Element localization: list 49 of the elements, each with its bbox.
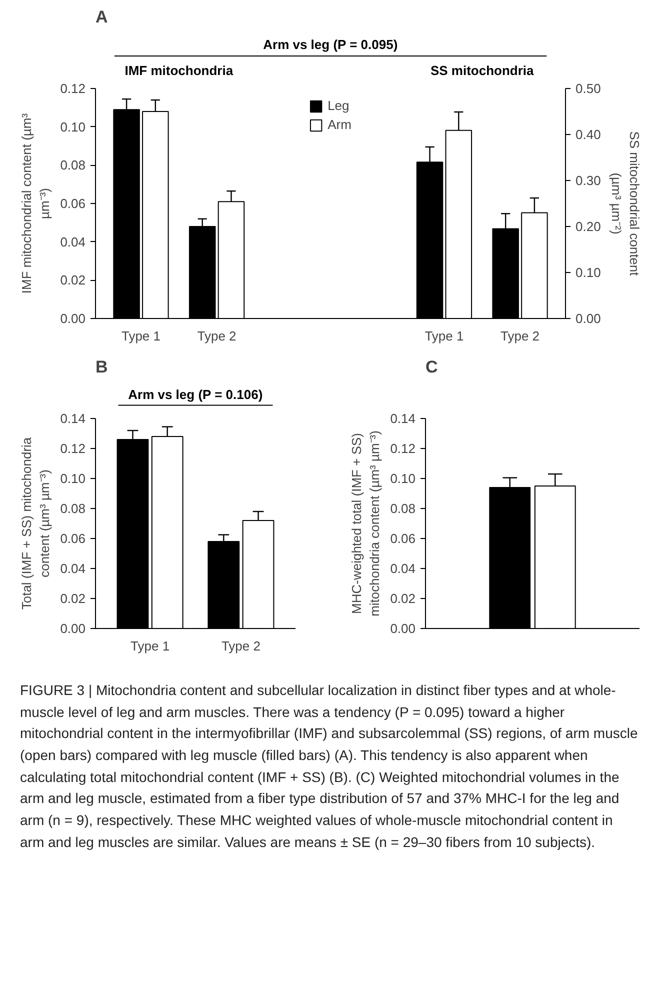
y-tick-label: 0.02 [60,591,86,606]
y-tick-label: 0.02 [60,272,86,288]
y-tick-label: 0.10 [390,471,416,486]
y-tick-label: 0.00 [60,311,86,326]
legend-label: Arm [328,117,352,132]
y-axis-title: IMF mitochondrial content (µm³ µm⁻³) [19,112,52,294]
chart-title: B [96,358,108,376]
y-tick-label: 0.00 [390,621,416,636]
y-tick-label: 0.06 [60,531,86,546]
text: Arm vs leg (P = 0.095) [263,37,398,52]
y-tick-label: 0.06 [390,531,416,546]
y2-tick-label: 0.10 [576,265,601,280]
y-tick-label: 0.04 [60,234,86,250]
y-tick-label: 0.10 [60,119,86,134]
y2-axis-title: SS mitochondrial content (µm³ µm⁻²) [608,131,642,276]
y2-tick-label: 0.50 [576,81,601,96]
y-tick-label: 0.12 [60,81,86,96]
y-tick-label: 0.08 [60,158,86,173]
chart-title: C [426,358,438,376]
y-axis-title: MHC-weighted total (IMF + SS) mitochondria content (µm³ µm⁻³) [349,430,382,616]
y-tick-label: 0.12 [60,441,86,456]
y-tick-label: 0.12 [390,441,416,456]
y2-tick-label: 0.30 [576,173,601,188]
x-tick-label: Type 1 [424,328,464,344]
text: SS mitochondria [430,63,535,78]
y-tick-label: 0.08 [60,501,86,516]
y-tick-label: 0.08 [390,501,416,516]
caption: FIGURE 3 | Mitochondria content and subcellular localization in distinct fiber types and at whole-muscle level of leg and arm muscles. There was a tendency (P = 0.095) toward a higher mitochondrial content in the intermyofibrillar (IMF) and subsarcolemmal (SS) regions, of arm muscle (open bars) compared with leg muscle (filled bars) (A). This tendency is also apparent when calculating total mitochondrial content (IMF + SS) (B). (C) Weighted mitochondrial volumes in the arm and leg muscle, estimated from a fiber type distribution of 57 and 37% MHC-I for the leg and arm (n = 9), respectively. These MHC weighted values of whole-muscle mitochondrial content in arm and leg muscles are similar. Values are means ± SE (n = 29–30 fibers from 10 subjects). [20,681,639,852]
y2-tick-label: 0.20 [576,219,601,234]
x-tick-label: Type 2 [500,328,540,344]
chart-title: A [96,8,108,26]
text: Arm vs leg (P = 0.106) [128,386,263,402]
y-tick-label: 0.04 [60,561,86,576]
y-axis-title: Total (IMF + SS) mitochondria content (µm³ µm⁻³) [19,436,52,610]
y2-tick-label: 0.00 [576,311,601,326]
x-tick-label: Type 2 [197,328,236,344]
y-tick-label: 0.04 [390,561,416,576]
y-tick-label: 0.10 [60,471,86,486]
y-tick-label: 0.02 [390,591,416,606]
y-tick-label: 0.14 [60,411,86,426]
y-tick-label: 0.06 [60,196,86,211]
y-tick-label: 0.14 [390,411,416,426]
y-tick-label: 0.00 [60,621,86,636]
y2-tick-label: 0.40 [576,127,601,142]
x-tick-label: Type 1 [130,638,170,654]
x-tick-label: Type 2 [221,638,260,654]
x-tick-label: Type 1 [121,328,160,344]
text: IMF mitochondria [124,63,234,78]
legend-label: Leg [328,98,350,113]
